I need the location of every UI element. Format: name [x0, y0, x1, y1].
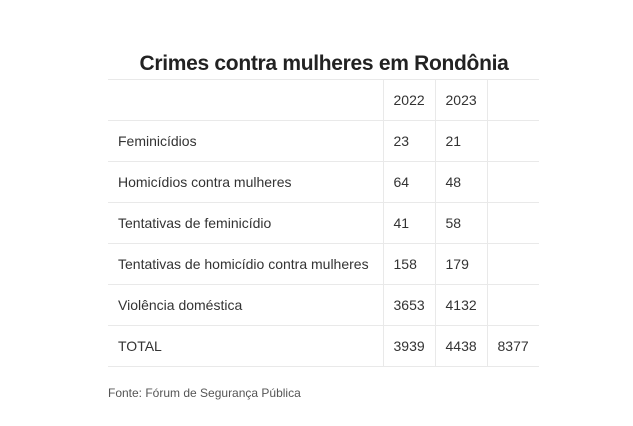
source-note: Fonte: Fórum de Segurança Pública	[108, 386, 301, 400]
table-row: Violência doméstica 3653 4132	[108, 284, 539, 326]
row-label: Violência doméstica	[108, 284, 383, 326]
row-label: Tentativas de homicídio contra mulheres	[108, 243, 383, 285]
row-label: Tentativas de feminicídio	[108, 202, 383, 244]
cell-total	[486, 284, 539, 326]
table-title: Crimes contra mulheres em Rondônia	[139, 52, 509, 75]
row-label: TOTAL	[108, 325, 383, 367]
cell-2023: 58	[434, 202, 487, 244]
table-row: Feminicídios 23 21	[108, 120, 539, 162]
cell-2023: 4132	[434, 284, 487, 326]
header-cell-total	[486, 79, 539, 121]
table-row: Homicídios contra mulheres 64 48	[108, 161, 539, 203]
table-row: Tentativas de homicídio contra mulheres …	[108, 243, 539, 285]
cell-2022: 64	[382, 161, 435, 203]
header-cell-2023: 2023	[434, 79, 487, 121]
crimes-table: 2022 2023 Feminicídios 23 21 Homicídios …	[108, 79, 539, 367]
cell-2023: 4438	[434, 325, 487, 367]
cell-2022: 158	[382, 243, 435, 285]
cell-total	[486, 202, 539, 244]
header-cell-2022: 2022	[382, 79, 435, 121]
data-table-container: 2022 2023 Feminicídios 23 21 Homicídios …	[108, 79, 539, 367]
row-label: Feminicídios	[108, 120, 383, 162]
cell-2023: 48	[434, 161, 487, 203]
cell-2023: 21	[434, 120, 487, 162]
row-label: Homicídios contra mulheres	[108, 161, 383, 203]
cell-2023: 179	[434, 243, 487, 285]
table-row: Tentativas de feminicídio 41 58	[108, 202, 539, 244]
cell-2022: 41	[382, 202, 435, 244]
header-row: 2022 2023	[108, 79, 539, 121]
cell-2022: 23	[382, 120, 435, 162]
cell-total	[486, 161, 539, 203]
header-cell-label	[108, 79, 383, 121]
cell-total: 8377	[486, 325, 539, 367]
cell-2022: 3653	[382, 284, 435, 326]
cell-2022: 3939	[382, 325, 435, 367]
cell-total	[486, 120, 539, 162]
total-row: TOTAL 3939 4438 8377	[108, 325, 539, 367]
cell-total	[486, 243, 539, 285]
